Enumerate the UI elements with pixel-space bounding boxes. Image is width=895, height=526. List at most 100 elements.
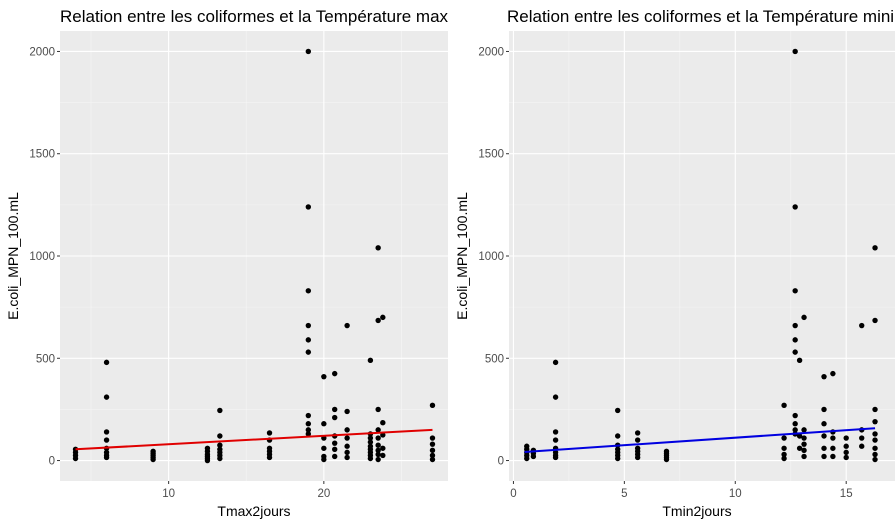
data-point: [217, 455, 223, 462]
data-point: [321, 421, 327, 427]
data-point: [375, 456, 381, 463]
data-point: [634, 430, 641, 436]
data-point: [344, 454, 350, 461]
data-point: [380, 445, 386, 451]
data-point: [872, 437, 878, 443]
data-point: [821, 453, 827, 460]
x-axis-title: Tmin2jours: [662, 503, 731, 519]
data-point: [843, 449, 849, 456]
data-point: [429, 452, 436, 459]
data-point: [821, 421, 827, 427]
data-point: [781, 402, 787, 409]
data-point: [332, 446, 338, 452]
data-point: [872, 418, 878, 425]
data-point: [872, 245, 878, 251]
data-point: [332, 414, 338, 421]
grid-lines: [509, 31, 895, 481]
data-point: [830, 453, 836, 460]
data-point: [821, 406, 827, 413]
data-point: [305, 412, 312, 419]
y-axis-title: E.coli_MPN_100.mL: [5, 192, 21, 320]
data-point: [375, 406, 381, 413]
data-point: [332, 440, 338, 446]
data-point: [792, 349, 798, 355]
data-point: [150, 456, 156, 463]
y-tick-label: 500: [36, 353, 55, 365]
data-point: [801, 435, 807, 441]
data-point: [615, 407, 621, 414]
data-point: [792, 322, 798, 329]
data-point: [305, 204, 312, 210]
data-point: [344, 322, 350, 329]
data-point: [103, 437, 110, 443]
y-tick-label: 1000: [478, 251, 504, 263]
data-point: [859, 443, 865, 449]
x-tick-label: 0: [510, 488, 516, 500]
data-point: [367, 357, 374, 364]
data-point: [367, 439, 374, 445]
data-point: [872, 431, 878, 437]
y-tick-label: 0: [498, 456, 504, 468]
data-point: [524, 443, 530, 449]
data-point: [830, 435, 836, 441]
chart-title: Relation entre les coliformes et la Temp…: [60, 7, 489, 26]
data-point: [615, 433, 621, 439]
data-point: [801, 453, 807, 460]
data-point: [781, 455, 787, 462]
data-point: [305, 421, 312, 427]
data-point: [305, 427, 312, 433]
data-point: [103, 394, 110, 400]
y-tick-label: 0: [49, 456, 55, 468]
data-point: [332, 370, 338, 377]
data-point: [792, 412, 798, 419]
data-point: [266, 430, 273, 436]
data-point: [796, 445, 803, 451]
data-point: [103, 454, 110, 461]
data-point: [801, 447, 807, 454]
data-point: [634, 437, 641, 443]
data-point: [380, 452, 386, 459]
data-point: [217, 433, 223, 439]
data-point: [217, 442, 223, 448]
data-point: [872, 451, 878, 458]
data-point: [821, 445, 827, 451]
data-point: [380, 420, 386, 426]
data-point: [321, 456, 327, 463]
data-point: [859, 322, 865, 329]
chart-title: Relation entre les coliformes et la Temp…: [507, 7, 895, 26]
data-point: [305, 48, 312, 55]
data-point: [821, 373, 827, 380]
y-tick-label: 1500: [478, 149, 504, 161]
x-tick-label: 10: [162, 488, 175, 500]
data-point: [321, 445, 327, 451]
y-tick-label: 1500: [29, 149, 55, 161]
data-point: [792, 337, 798, 343]
data-point: [792, 427, 798, 433]
data-point: [429, 402, 436, 409]
data-point: [332, 453, 338, 460]
data-point: [375, 245, 381, 251]
data-point: [332, 406, 338, 413]
x-tick-label: 15: [840, 488, 853, 500]
data-point: [872, 456, 878, 463]
data-point: [429, 441, 436, 447]
y-tick-label: 2000: [29, 46, 55, 58]
data-point: [830, 370, 836, 377]
chart-panel-1: 0 500 1000 1500 2000 10 20 Tmax2jours E.coli_MPN…: [5, 7, 489, 519]
x-tick-label: 5: [621, 488, 627, 500]
trend-line: [75, 428, 433, 451]
data-point: [781, 445, 787, 451]
data-point: [781, 435, 787, 441]
data-point: [792, 288, 798, 294]
y-tick-label: 2000: [478, 46, 504, 58]
data-point: [375, 317, 381, 324]
data-point: [103, 429, 110, 435]
data-point: [796, 433, 803, 439]
data-point: [375, 442, 381, 448]
data-point: [872, 317, 878, 324]
chart-panel-2: 0 500 1000 1500 2000 0 5 10 15 Tmin2jours E.coli_M…: [454, 7, 895, 519]
data-point: [615, 455, 621, 462]
trend-line: [524, 427, 876, 453]
data-point: [843, 454, 849, 461]
